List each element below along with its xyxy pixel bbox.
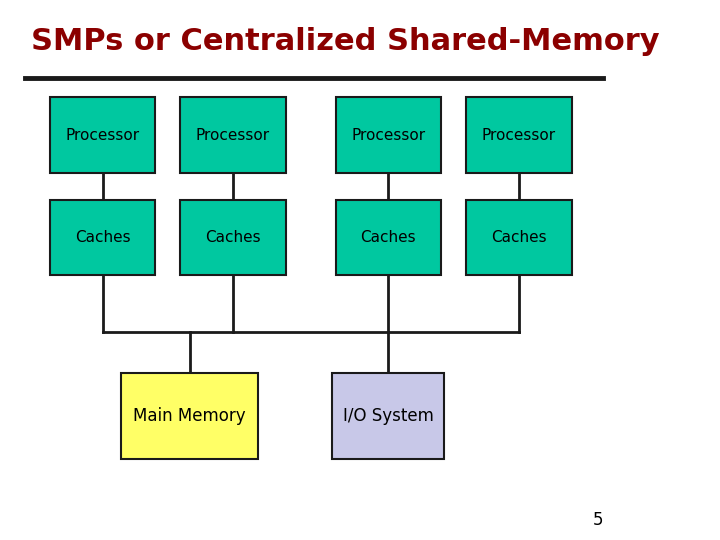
FancyBboxPatch shape: [336, 200, 441, 275]
FancyBboxPatch shape: [466, 200, 572, 275]
Text: SMPs or Centralized Shared-Memory: SMPs or Centralized Shared-Memory: [31, 27, 660, 56]
Text: Processor: Processor: [196, 127, 270, 143]
Text: Caches: Caches: [75, 230, 130, 245]
Text: Processor: Processor: [351, 127, 426, 143]
FancyBboxPatch shape: [466, 97, 572, 173]
Text: Caches: Caches: [205, 230, 261, 245]
FancyBboxPatch shape: [336, 97, 441, 173]
FancyBboxPatch shape: [333, 373, 444, 459]
FancyBboxPatch shape: [121, 373, 258, 459]
Text: 5: 5: [593, 511, 603, 529]
FancyBboxPatch shape: [50, 97, 156, 173]
Text: Caches: Caches: [491, 230, 546, 245]
Text: Processor: Processor: [482, 127, 556, 143]
Text: Main Memory: Main Memory: [133, 407, 246, 425]
FancyBboxPatch shape: [180, 97, 286, 173]
Text: Processor: Processor: [66, 127, 140, 143]
Text: Caches: Caches: [361, 230, 416, 245]
Text: I/O System: I/O System: [343, 407, 434, 425]
FancyBboxPatch shape: [50, 200, 156, 275]
FancyBboxPatch shape: [180, 200, 286, 275]
